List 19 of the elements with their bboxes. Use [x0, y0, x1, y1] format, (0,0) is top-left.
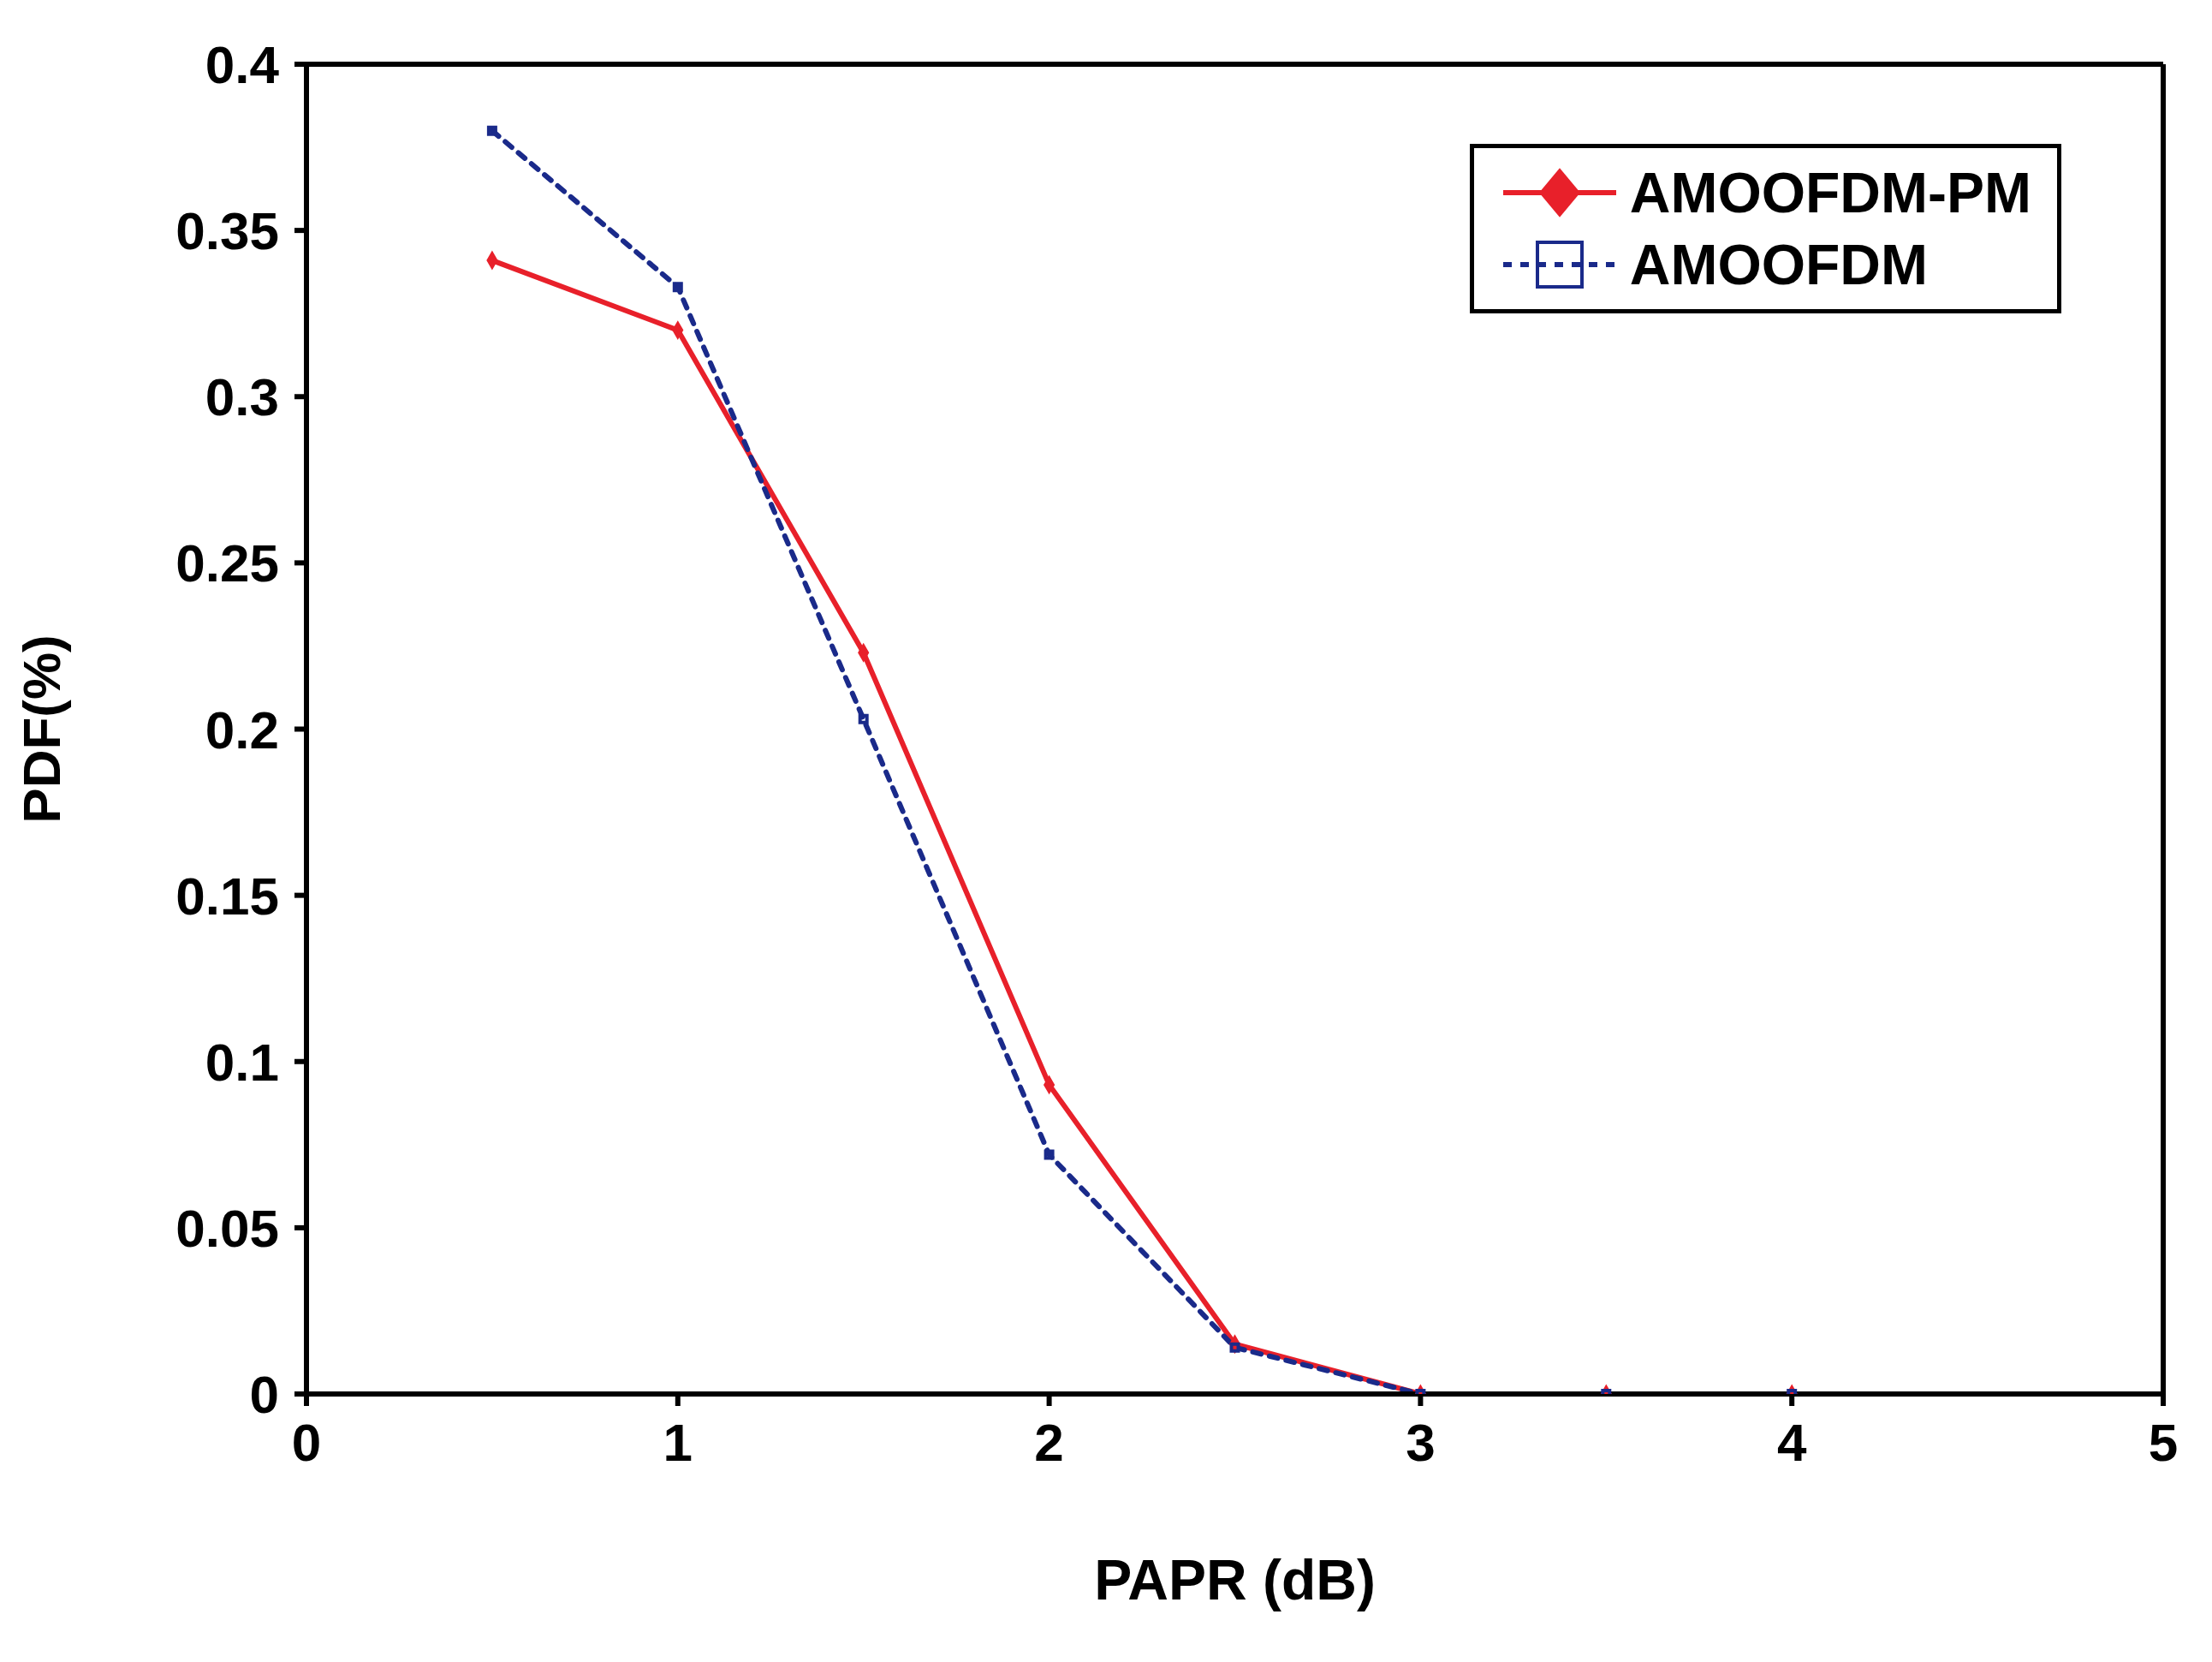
y-tick-label: 0 [249, 1365, 279, 1425]
y-axis-title: PDF(%) [12, 634, 72, 824]
y-tick-label: 0.2 [205, 700, 279, 760]
y-tick-label: 0.1 [205, 1032, 279, 1092]
x-axis-title: PAPR (dB) [1094, 1548, 1376, 1611]
y-tick-label: 0.3 [205, 367, 279, 427]
y-tick-label: 0.15 [175, 866, 279, 926]
x-tick-label: 2 [1034, 1413, 1064, 1473]
x-tick-label: 1 [663, 1413, 693, 1473]
x-tick-label: 5 [2148, 1413, 2179, 1473]
x-tick-label: 0 [291, 1413, 322, 1473]
y-tick-label: 0.35 [175, 201, 279, 261]
y-tick-label: 0.25 [175, 533, 279, 593]
x-tick-label: 3 [1406, 1413, 1436, 1473]
y-tick-label: 0.05 [175, 1198, 279, 1258]
y-tick-label: 0.4 [205, 35, 280, 95]
legend-label: AMOOFDM-PM [1629, 160, 2031, 225]
x-tick-label: 4 [1776, 1413, 1807, 1473]
legend-label: AMOOFDM [1629, 232, 1929, 297]
